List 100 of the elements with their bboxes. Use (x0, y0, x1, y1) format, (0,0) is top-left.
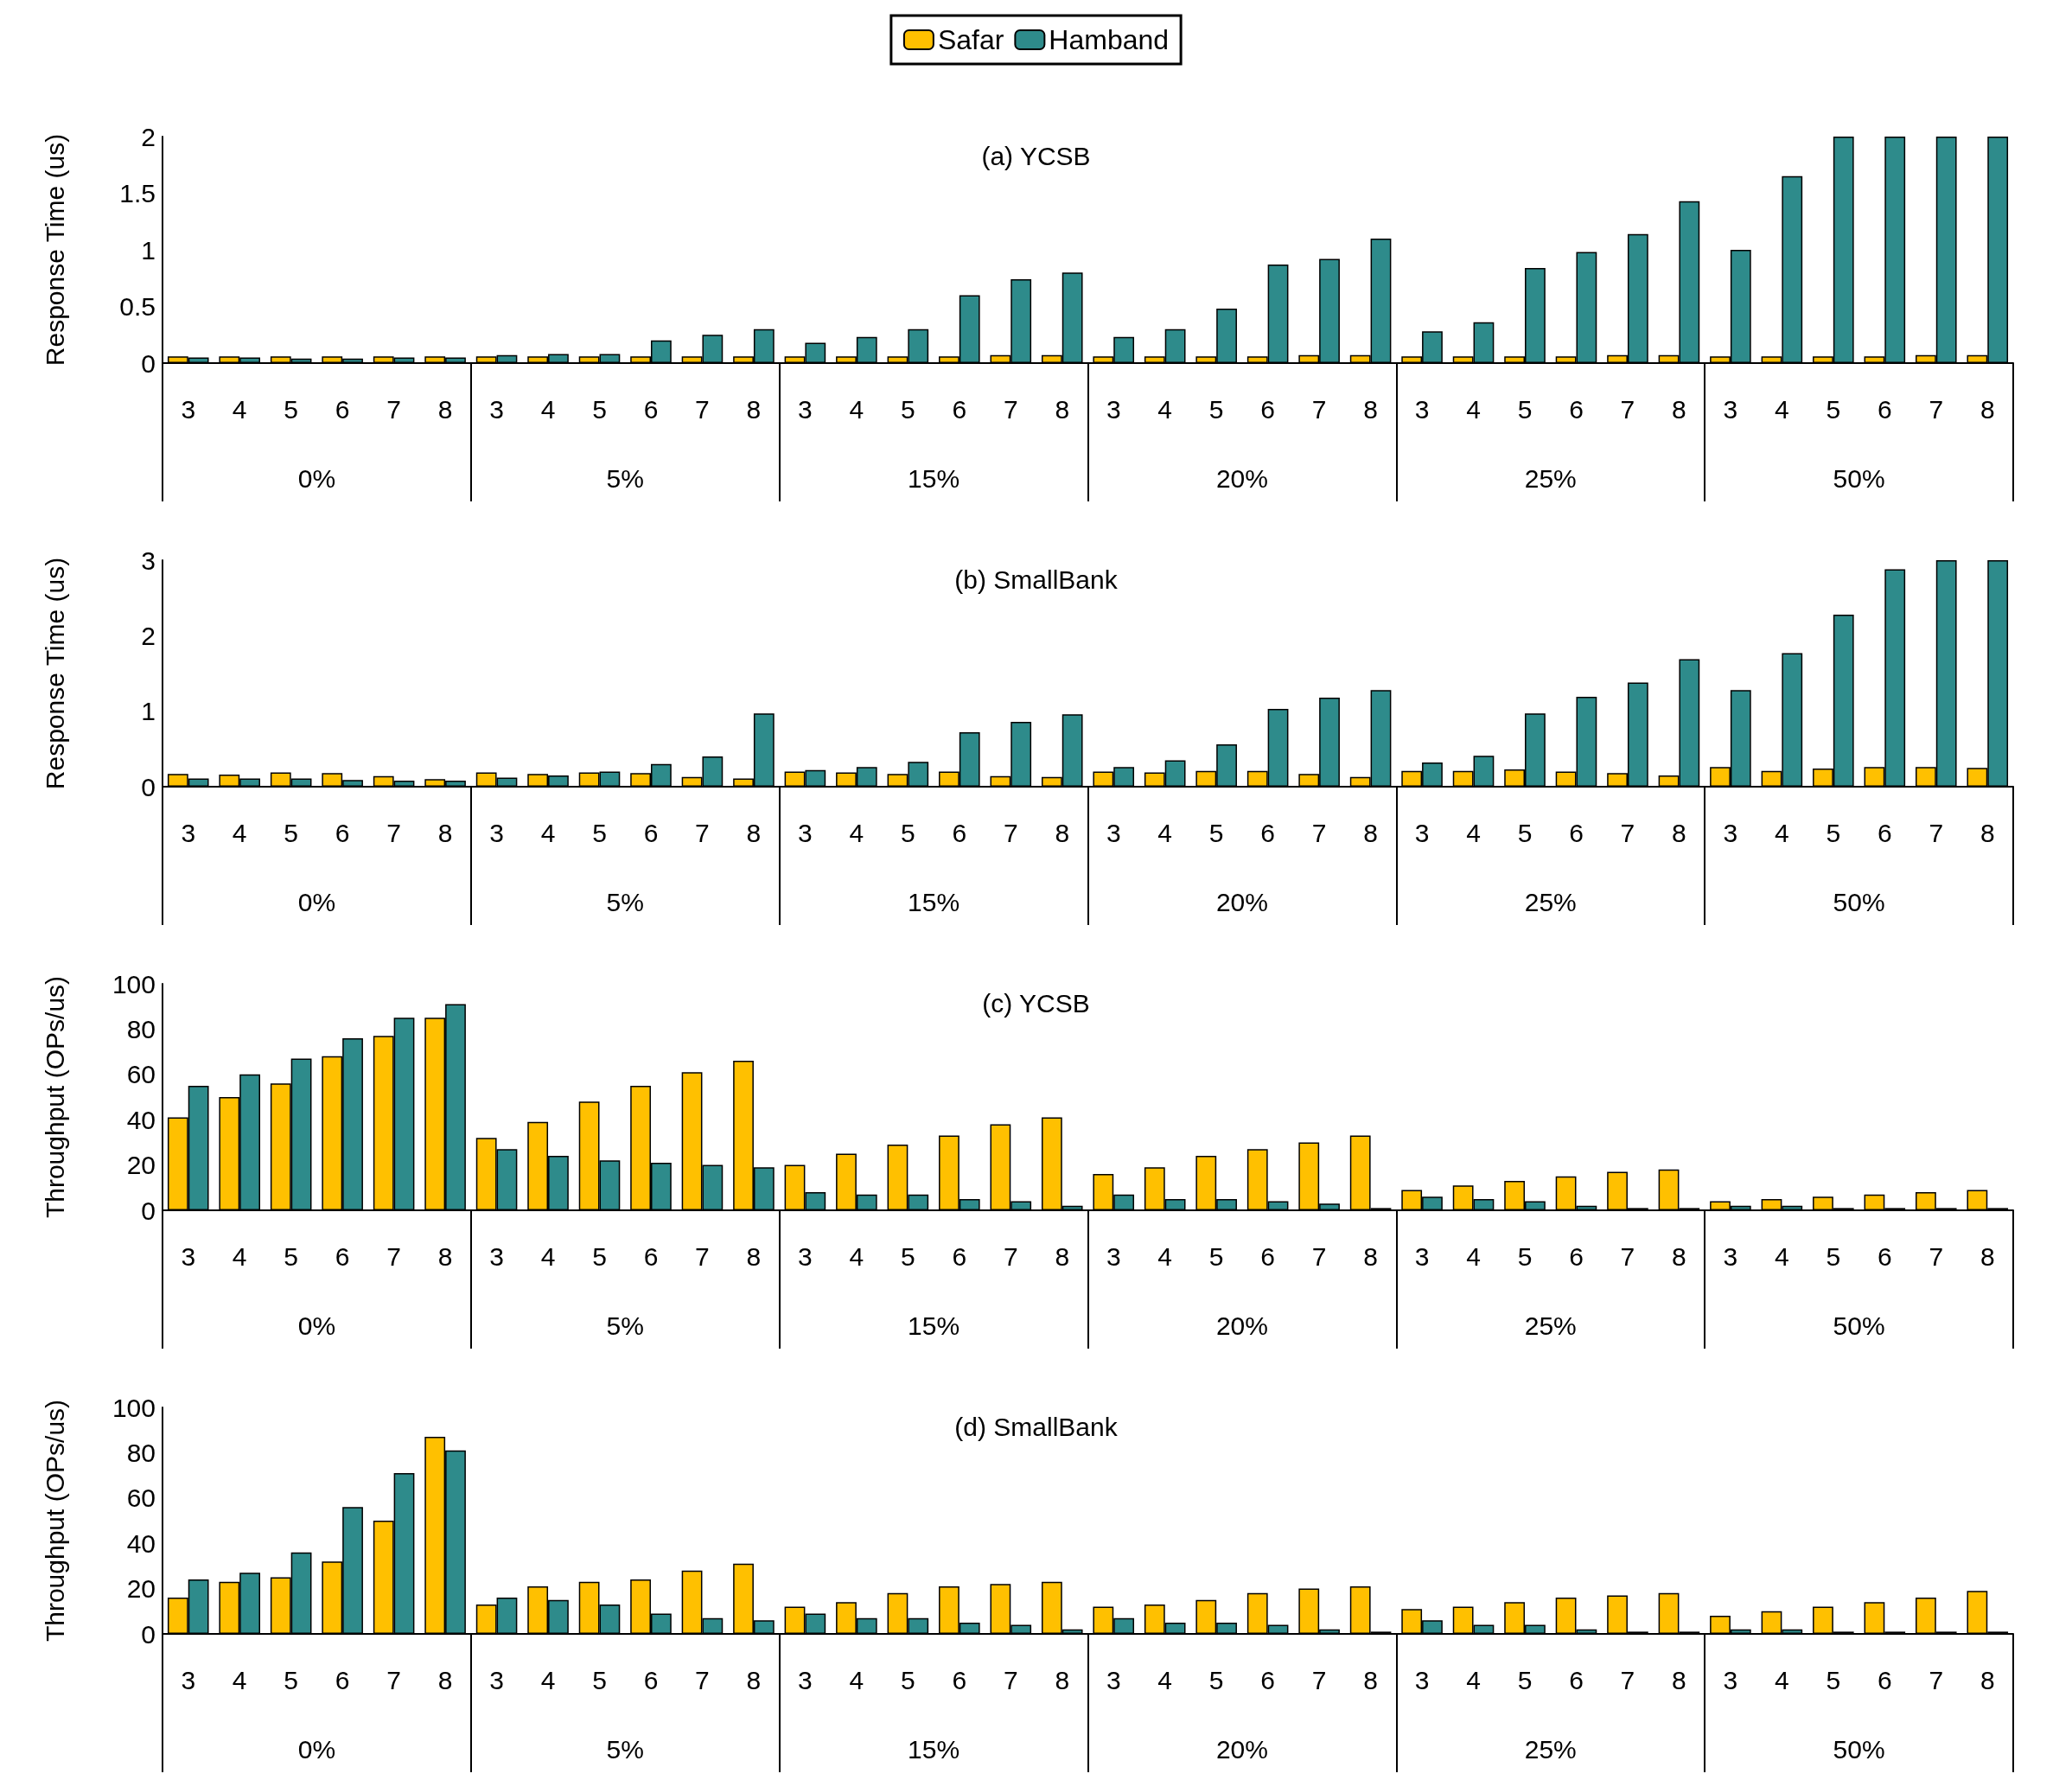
x-tick-label: 3 (1723, 394, 1738, 424)
x-tick-label: 8 (746, 818, 762, 847)
y-tick-label: 0 (141, 1619, 156, 1649)
x-tick-label: 3 (1106, 1241, 1121, 1271)
text: 50% (1833, 463, 1885, 493)
y-axis-title: Response Time (us) (40, 557, 69, 790)
x-tick-label: 4 (232, 394, 247, 424)
x-tick-label: 3 (1414, 394, 1430, 424)
y-tick-label: 3 (141, 545, 156, 575)
text: 25% (1524, 887, 1577, 916)
chart-title: (d) SmallBank (954, 1412, 1119, 1441)
text: 5% (606, 463, 644, 493)
x-tick-label: 4 (849, 1241, 864, 1271)
x-tick-label: 7 (1003, 818, 1018, 847)
x-tick-label: 7 (1620, 1241, 1635, 1271)
x-tick-label: 7 (1003, 394, 1018, 424)
legend-label: Hamband (1049, 24, 1170, 55)
x-tick-label: 8 (1055, 1241, 1070, 1271)
text: 25% (1524, 463, 1577, 493)
x-tick-label: 4 (232, 1665, 247, 1694)
x-tick-label: 8 (1055, 818, 1070, 847)
x-tick-label: 8 (437, 1241, 453, 1271)
x-tick-label: 5 (284, 1241, 299, 1271)
x-tick-label: 5 (901, 1241, 915, 1271)
text: 20% (1215, 887, 1268, 916)
y-axis-title: Throughput (OPs/us) (40, 975, 69, 1219)
text: 15% (908, 1734, 960, 1764)
x-tick-label: 7 (386, 1241, 401, 1271)
x-tick-label: 5 (1517, 1241, 1533, 1271)
x-tick-label: 4 (232, 818, 247, 847)
x-tick-label: 8 (437, 818, 453, 847)
x-tick-label: 7 (1003, 1241, 1018, 1271)
text: 20% (1215, 463, 1268, 493)
x-tick-label: 5 (1208, 1665, 1224, 1694)
x-tick-label: 6 (952, 1665, 967, 1694)
x-tick-label: 8 (437, 394, 453, 424)
x-tick-label: 4 (1466, 1241, 1481, 1271)
x-tick-label: 8 (1672, 1241, 1686, 1271)
x-tick-label: 6 (1260, 818, 1275, 847)
x-tick-label: 6 (1569, 1665, 1584, 1694)
y-axis-title: Response Time (us) (40, 133, 69, 367)
x-tick-label: 7 (1620, 394, 1635, 424)
x-tick-label: 5 (1826, 1241, 1841, 1271)
x-tick-label: 3 (489, 818, 504, 847)
text: 50% (1833, 887, 1885, 916)
x-tick-label: 8 (1363, 818, 1378, 847)
x-tick-label: 5 (1517, 394, 1533, 424)
x-tick-label: 6 (1877, 394, 1892, 424)
x-tick-label: 3 (1414, 1665, 1430, 1694)
x-tick-label: 5 (1208, 1241, 1224, 1271)
y-tick-label: 40 (126, 1528, 156, 1558)
x-tick-label: 7 (386, 1665, 401, 1694)
x-tick-label: 7 (1929, 1665, 1944, 1694)
x-tick-label: 6 (952, 1241, 967, 1271)
x-tick-label: 3 (1723, 1665, 1738, 1694)
x-tick-label: 8 (1363, 394, 1378, 424)
x-tick-label: 6 (335, 1665, 350, 1694)
x-tick-label: 5 (1826, 818, 1841, 847)
text: 50% (1833, 1311, 1885, 1340)
x-tick-label: 7 (1003, 1665, 1018, 1694)
x-tick-label: 3 (798, 818, 813, 847)
chart-title: (c) YCSB (982, 988, 1090, 1018)
legend-label: Safar (937, 24, 1004, 55)
x-tick-label: 5 (1517, 818, 1533, 847)
x-tick-label: 7 (386, 394, 401, 424)
x-tick-label: 8 (437, 1665, 453, 1694)
x-tick-label: 7 (1929, 394, 1944, 424)
y-tick-label: 80 (126, 1438, 156, 1467)
y-tick-label: 0 (141, 348, 156, 378)
x-tick-label: 7 (695, 1665, 710, 1694)
x-tick-label: 5 (1826, 394, 1841, 424)
x-tick-label: 4 (1157, 1665, 1173, 1694)
x-tick-label: 3 (1106, 394, 1121, 424)
x-tick-label: 3 (1106, 818, 1121, 847)
x-tick-label: 6 (1877, 818, 1892, 847)
y-tick-label: 80 (126, 1014, 156, 1043)
y-tick-label: 20 (126, 1574, 156, 1604)
x-tick-label: 3 (489, 394, 504, 424)
text: 5% (606, 1734, 644, 1764)
x-tick-label: 3 (181, 1665, 196, 1694)
x-tick-label: 4 (1157, 1241, 1173, 1271)
x-tick-label: 3 (181, 818, 196, 847)
x-tick-label: 7 (1311, 1241, 1327, 1271)
x-tick-label: 3 (798, 1665, 813, 1694)
text: 25% (1524, 1311, 1577, 1340)
x-tick-label: 7 (1620, 818, 1635, 847)
y-axis-title: Throughput (OPs/us) (40, 1399, 69, 1643)
x-tick-label: 8 (1672, 394, 1686, 424)
y-tick-label: 60 (126, 1060, 156, 1089)
x-tick-label: 6 (1877, 1665, 1892, 1694)
x-tick-label: 6 (1260, 394, 1275, 424)
x-tick-label: 7 (1311, 1665, 1327, 1694)
text: 5% (606, 887, 644, 916)
x-tick-label: 8 (746, 1241, 762, 1271)
x-tick-label: 8 (1980, 1241, 1995, 1271)
x-tick-label: 5 (1208, 818, 1224, 847)
x-tick-label: 6 (1569, 394, 1584, 424)
x-tick-label: 5 (284, 394, 299, 424)
x-tick-label: 5 (592, 1241, 607, 1271)
x-tick-label: 7 (1929, 818, 1944, 847)
